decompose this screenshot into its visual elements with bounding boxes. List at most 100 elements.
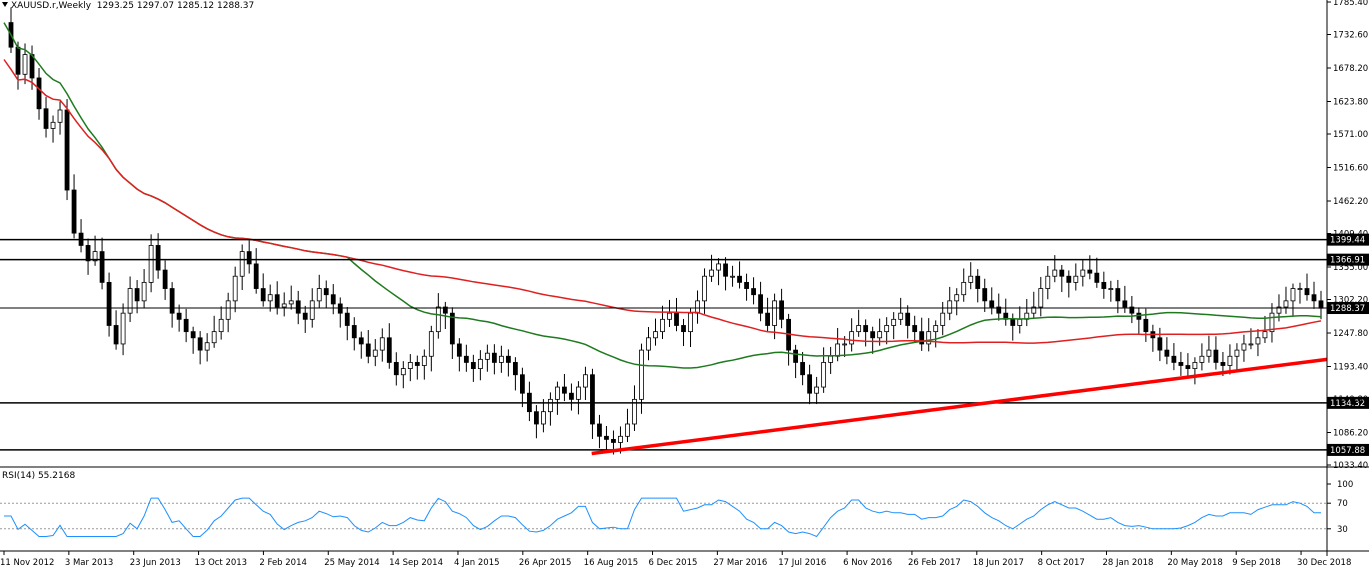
candle-body [393,362,399,376]
candle-body [555,386,560,400]
candle-body [365,343,371,357]
y-tick-label: 1462.20 [1333,197,1368,207]
candle-body [632,398,637,425]
candle-body [1213,349,1219,363]
y-tick-label: 1571.00 [1333,130,1368,140]
candle-body [330,294,336,305]
candle-body [856,325,862,333]
candle-body [155,245,161,271]
y-tick-label: 1033.40 [1333,461,1368,471]
candle-body [779,300,784,320]
candle-body [498,355,504,363]
candle-body [793,349,799,363]
x-tick-label: 16 Aug 2015 [584,558,638,568]
candle-body [1101,281,1107,289]
candle-body [1269,312,1275,333]
candle-body [1248,343,1254,346]
candle-body [569,392,574,400]
candle-body [702,275,707,302]
candle-body [1199,355,1205,363]
candle-body [386,337,392,363]
candle-body [1171,355,1177,363]
candle-body [141,281,147,302]
candle-body [421,355,427,366]
price-panel: 1399.44 1366.91 1288.37 1134.32 1057.88 [0,7,1369,456]
candle-body [639,349,644,400]
candle-body [246,251,252,265]
x-tick-label: 18 Jun 2017 [973,558,1024,568]
candle-body [36,77,42,110]
candle-body [134,288,140,302]
level-label: 1134.32 [1330,399,1365,409]
symbol-label: XAUUSD.r,Weekly [11,1,92,11]
candle-body [337,303,343,314]
candles [8,7,1324,455]
level-label: 1057.88 [1330,446,1365,456]
candle-body [99,251,105,283]
candle-body [723,263,728,277]
x-tick-label: 6 Dec 2015 [649,558,698,568]
x-tick-label: 4 Jan 2015 [454,558,500,568]
candle-body [50,121,56,129]
y-tick-label: 1247.80 [1333,329,1368,339]
candle-body [92,251,98,262]
candle-body [891,318,897,326]
x-tick-label: 13 Oct 2013 [195,558,248,568]
candle-body [751,288,756,296]
candle-body [877,331,883,339]
candle-body [800,362,806,376]
candle-body [183,318,189,333]
candle-body [1094,272,1100,283]
candle-body [449,312,455,345]
candle-body [989,300,995,308]
candle-body [1220,362,1226,366]
candle-body [22,54,28,75]
candle-body [232,275,238,302]
candle-body [1080,269,1086,277]
dropdown-triangle-icon[interactable] [2,2,8,7]
rsi-header: RSI(14) 55.2168 [2,471,76,481]
candle-body [1108,288,1114,290]
candle-body [884,325,890,333]
candle-body [218,318,224,333]
candle-body [85,245,91,262]
x-tick-label: 30 Dec 2018 [1297,558,1351,568]
candle-body [1290,288,1296,302]
candle-body [190,331,196,339]
y-tick-label: 1732.60 [1333,31,1368,41]
y-tick-label: 1678.20 [1333,64,1368,74]
candle-body [260,288,266,302]
level-label-bg [1327,396,1369,409]
rsi-panel [0,497,1327,538]
candle-body [541,411,546,425]
candle-body [576,386,581,400]
candle-body [344,312,350,326]
x-tick-label: 28 Jan 2018 [1103,558,1154,568]
candle-body [919,331,925,345]
candle-body [1066,275,1072,283]
candle-body [1185,365,1191,369]
candle-body [358,337,364,345]
candle-body [428,331,434,357]
rsi-y-tick-label: 30 [1337,525,1348,535]
candle-body [1164,349,1170,357]
x-tick-label: 23 Jun 2013 [130,558,181,568]
candle-body [1143,318,1149,333]
candle-body [716,263,721,271]
level-label-bg [1327,233,1369,246]
candle-body [400,368,406,376]
candle-body [996,306,1002,314]
candle-body [933,325,939,333]
candle-body [730,275,735,278]
candle-body [477,358,483,369]
chart-header[interactable]: XAUUSD.r,Weekly 1293.25 1297.07 1285.12 … [2,0,254,12]
rsi-line [4,497,1322,538]
x-tick-label: 27 Mar 2016 [713,558,767,568]
candle-body [772,300,777,326]
candle-body [590,374,595,425]
candle-body [113,325,119,345]
trendline [591,357,1328,456]
rsi-y-tick-label: 70 [1337,499,1348,509]
candle-body [505,355,511,363]
